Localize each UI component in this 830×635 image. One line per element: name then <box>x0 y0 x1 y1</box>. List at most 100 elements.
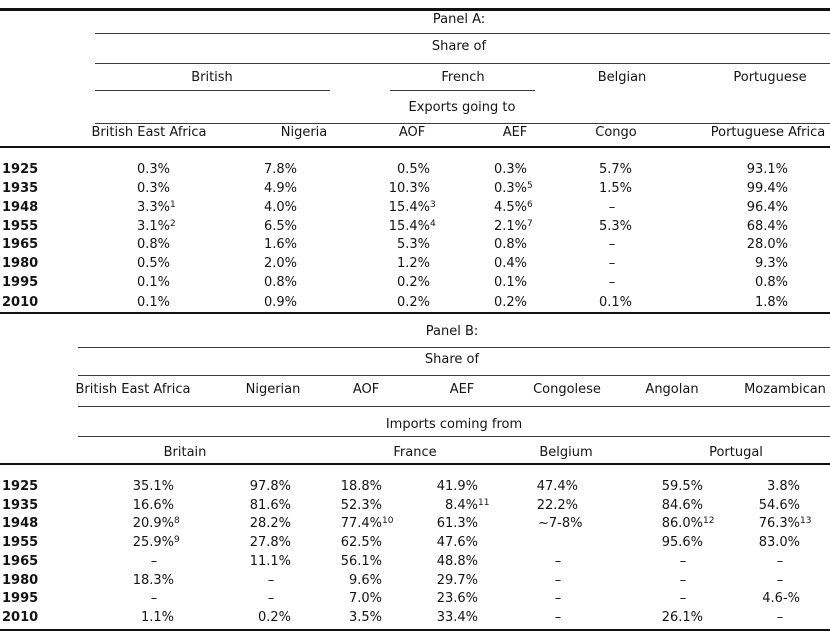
panel-b-data-cell: 26.1% <box>661 609 703 625</box>
panel-b-title: Panel B: <box>425 323 479 339</box>
panel-a-data-cell: 0.3% <box>136 180 170 196</box>
panel-a-data-cell: 1.2% <box>396 255 430 271</box>
panel-b-data-cell: 11.1% <box>249 553 291 569</box>
panel-a-rule <box>0 146 830 148</box>
panel-a-data-cell: 0.1% <box>598 294 632 310</box>
panel-a-data-cell: 5.7% <box>598 161 632 177</box>
panel-a-data-cell: 9.3% <box>754 255 788 271</box>
panel-a-rule <box>0 8 830 11</box>
panel-b-data-cell: – <box>554 572 562 588</box>
panel-a-year-label: 1948 <box>2 199 39 215</box>
panel-b-data-cell: – <box>267 572 275 588</box>
panel-a-data-cell: 2.0% <box>263 255 297 271</box>
panel-b-year-label: 1980 <box>2 572 39 588</box>
panel-b-data-cell: 22.2% <box>536 497 578 513</box>
panel-a-data-cell: 6.5% <box>263 218 297 234</box>
panel-b-data-cell: 8.4%11 <box>444 497 490 513</box>
panel-b-year-label: 1935 <box>2 497 39 513</box>
panel-a-data-cell: 7.8% <box>263 161 297 177</box>
panel-b-data-cell: 59.5% <box>661 478 703 494</box>
panel-a-data-cell: 0.3%5 <box>493 180 533 196</box>
panel-a-data-cell: – <box>608 199 616 215</box>
panel-b-data-cell: 1.1% <box>140 609 174 625</box>
panel-a-data-cell: 1.5% <box>598 180 632 196</box>
panel-b-data-cell: 97.8% <box>249 478 291 494</box>
panel-b-column-header-angolan: Angolan <box>645 381 699 397</box>
panel-a-data-cell: 0.9% <box>263 294 297 310</box>
panel-a-year-label: 2010 <box>2 294 39 310</box>
panel-a-data-cell: 4.5%6 <box>493 199 533 215</box>
panel-b-rule <box>78 375 830 376</box>
panel-a-data-cell: 0.5% <box>396 161 430 177</box>
panel-a-data-cell: 15.4%3 <box>388 199 436 215</box>
panel-a-data-cell: 0.5% <box>136 255 170 271</box>
panel-b-column-header-aof: AOF <box>352 381 380 397</box>
panel-a-data-cell: 3.1%2 <box>136 218 176 234</box>
panel-b-rule <box>78 406 830 407</box>
panel-a-data-cell: 0.8% <box>263 274 297 290</box>
panel-b-group-header-portugal: Portugal <box>709 444 763 460</box>
panel-b-data-cell: 7.0% <box>348 590 382 606</box>
panel-a-data-cell: 0.8% <box>754 274 788 290</box>
panel-a-data-cell: 0.8% <box>493 236 527 252</box>
panel-a-data-cell: 99.4% <box>746 180 788 196</box>
panel-b-data-cell: 29.7% <box>436 572 478 588</box>
panel-a-group-header-portuguese: Portuguese <box>733 69 807 85</box>
panel-b-data-cell: – <box>554 590 562 606</box>
panel-a-group-header-belgian: Belgian <box>597 69 647 85</box>
panel-a-data-cell: 0.2% <box>396 294 430 310</box>
panel-a-year-label: 1980 <box>2 255 39 271</box>
panel-a-data-cell: 0.8% <box>136 236 170 252</box>
panel-a-rule <box>95 33 830 34</box>
panel-b-data-cell: 86.0%12 <box>661 515 715 531</box>
panel-a-data-cell: 96.4% <box>746 199 788 215</box>
panel-b-column-header-nigerian: Nigerian <box>245 381 301 397</box>
panel-b-data-cell: 35.1% <box>132 478 174 494</box>
panel-b-data-cell: – <box>267 590 275 606</box>
panel-b-column-header-british-east-africa: British East Africa <box>75 381 191 397</box>
panel-b-data-cell: 25.9%9 <box>132 534 180 550</box>
panel-b-group-header-belgium: Belgium <box>539 444 593 460</box>
panel-b-data-cell: 81.6% <box>249 497 291 513</box>
panel-b-data-cell: – <box>679 572 687 588</box>
panel-b-column-header-congolese: Congolese <box>533 381 601 397</box>
panel-a-year-label: 1935 <box>2 180 39 196</box>
panel-a-data-cell: – <box>608 274 616 290</box>
panel-a-data-cell: 3.3%1 <box>136 199 176 215</box>
panel-a-year-label: 1965 <box>2 236 39 252</box>
panel-b-data-cell: 3.8% <box>766 478 800 494</box>
panel-a-data-cell: 28.0% <box>746 236 788 252</box>
panel-a-data-cell: 0.2% <box>396 274 430 290</box>
panel-b-data-cell: 76.3%13 <box>758 515 812 531</box>
panel-a-year-label: 1925 <box>2 161 39 177</box>
panel-b-year-label: 2010 <box>2 609 39 625</box>
panel-a-data-cell: 2.1%7 <box>493 218 533 234</box>
panel-b-data-cell: 16.6% <box>132 497 174 513</box>
panel-b-data-cell: – <box>776 609 784 625</box>
panel-a-column-header-nigeria: Nigeria <box>280 125 328 140</box>
panel-a-data-cell: 0.1% <box>136 274 170 290</box>
panel-b-data-cell: 18.8% <box>340 478 382 494</box>
panel-b-data-cell: – <box>776 553 784 569</box>
panel-b-column-header-aef: AEF <box>449 381 475 397</box>
panel-a-data-cell: 10.3% <box>388 180 430 196</box>
panel-a-data-cell: 15.4%4 <box>388 218 436 234</box>
panel-b-data-cell: 62.5% <box>340 534 382 550</box>
panel-b-data-cell: – <box>679 553 687 569</box>
panel-b-group-header-britain: Britain <box>163 444 207 460</box>
panel-b-data-cell: 47.4% <box>536 478 578 494</box>
panel-a-share-of-label: Share of <box>431 39 487 54</box>
panel-b-data-cell: 27.8% <box>249 534 291 550</box>
panel-a-data-cell: 0.4% <box>493 255 527 271</box>
panel-b-rule <box>78 346 830 348</box>
panel-a-column-header-british-east-africa: British East Africa <box>91 125 207 140</box>
panel-b-data-cell: – <box>554 609 562 625</box>
panel-a-year-label: 1955 <box>2 218 39 234</box>
panel-a-year-label: 1995 <box>2 274 39 290</box>
panel-b-year-label: 1925 <box>2 478 39 494</box>
panel-a-data-cell: – <box>608 236 616 252</box>
panel-a-data-cell: 5.3% <box>598 218 632 234</box>
panel-b-data-cell: 0.2% <box>257 609 291 625</box>
panel-b-data-cell: 48.8% <box>436 553 478 569</box>
panel-b-data-cell: 33.4% <box>436 609 478 625</box>
